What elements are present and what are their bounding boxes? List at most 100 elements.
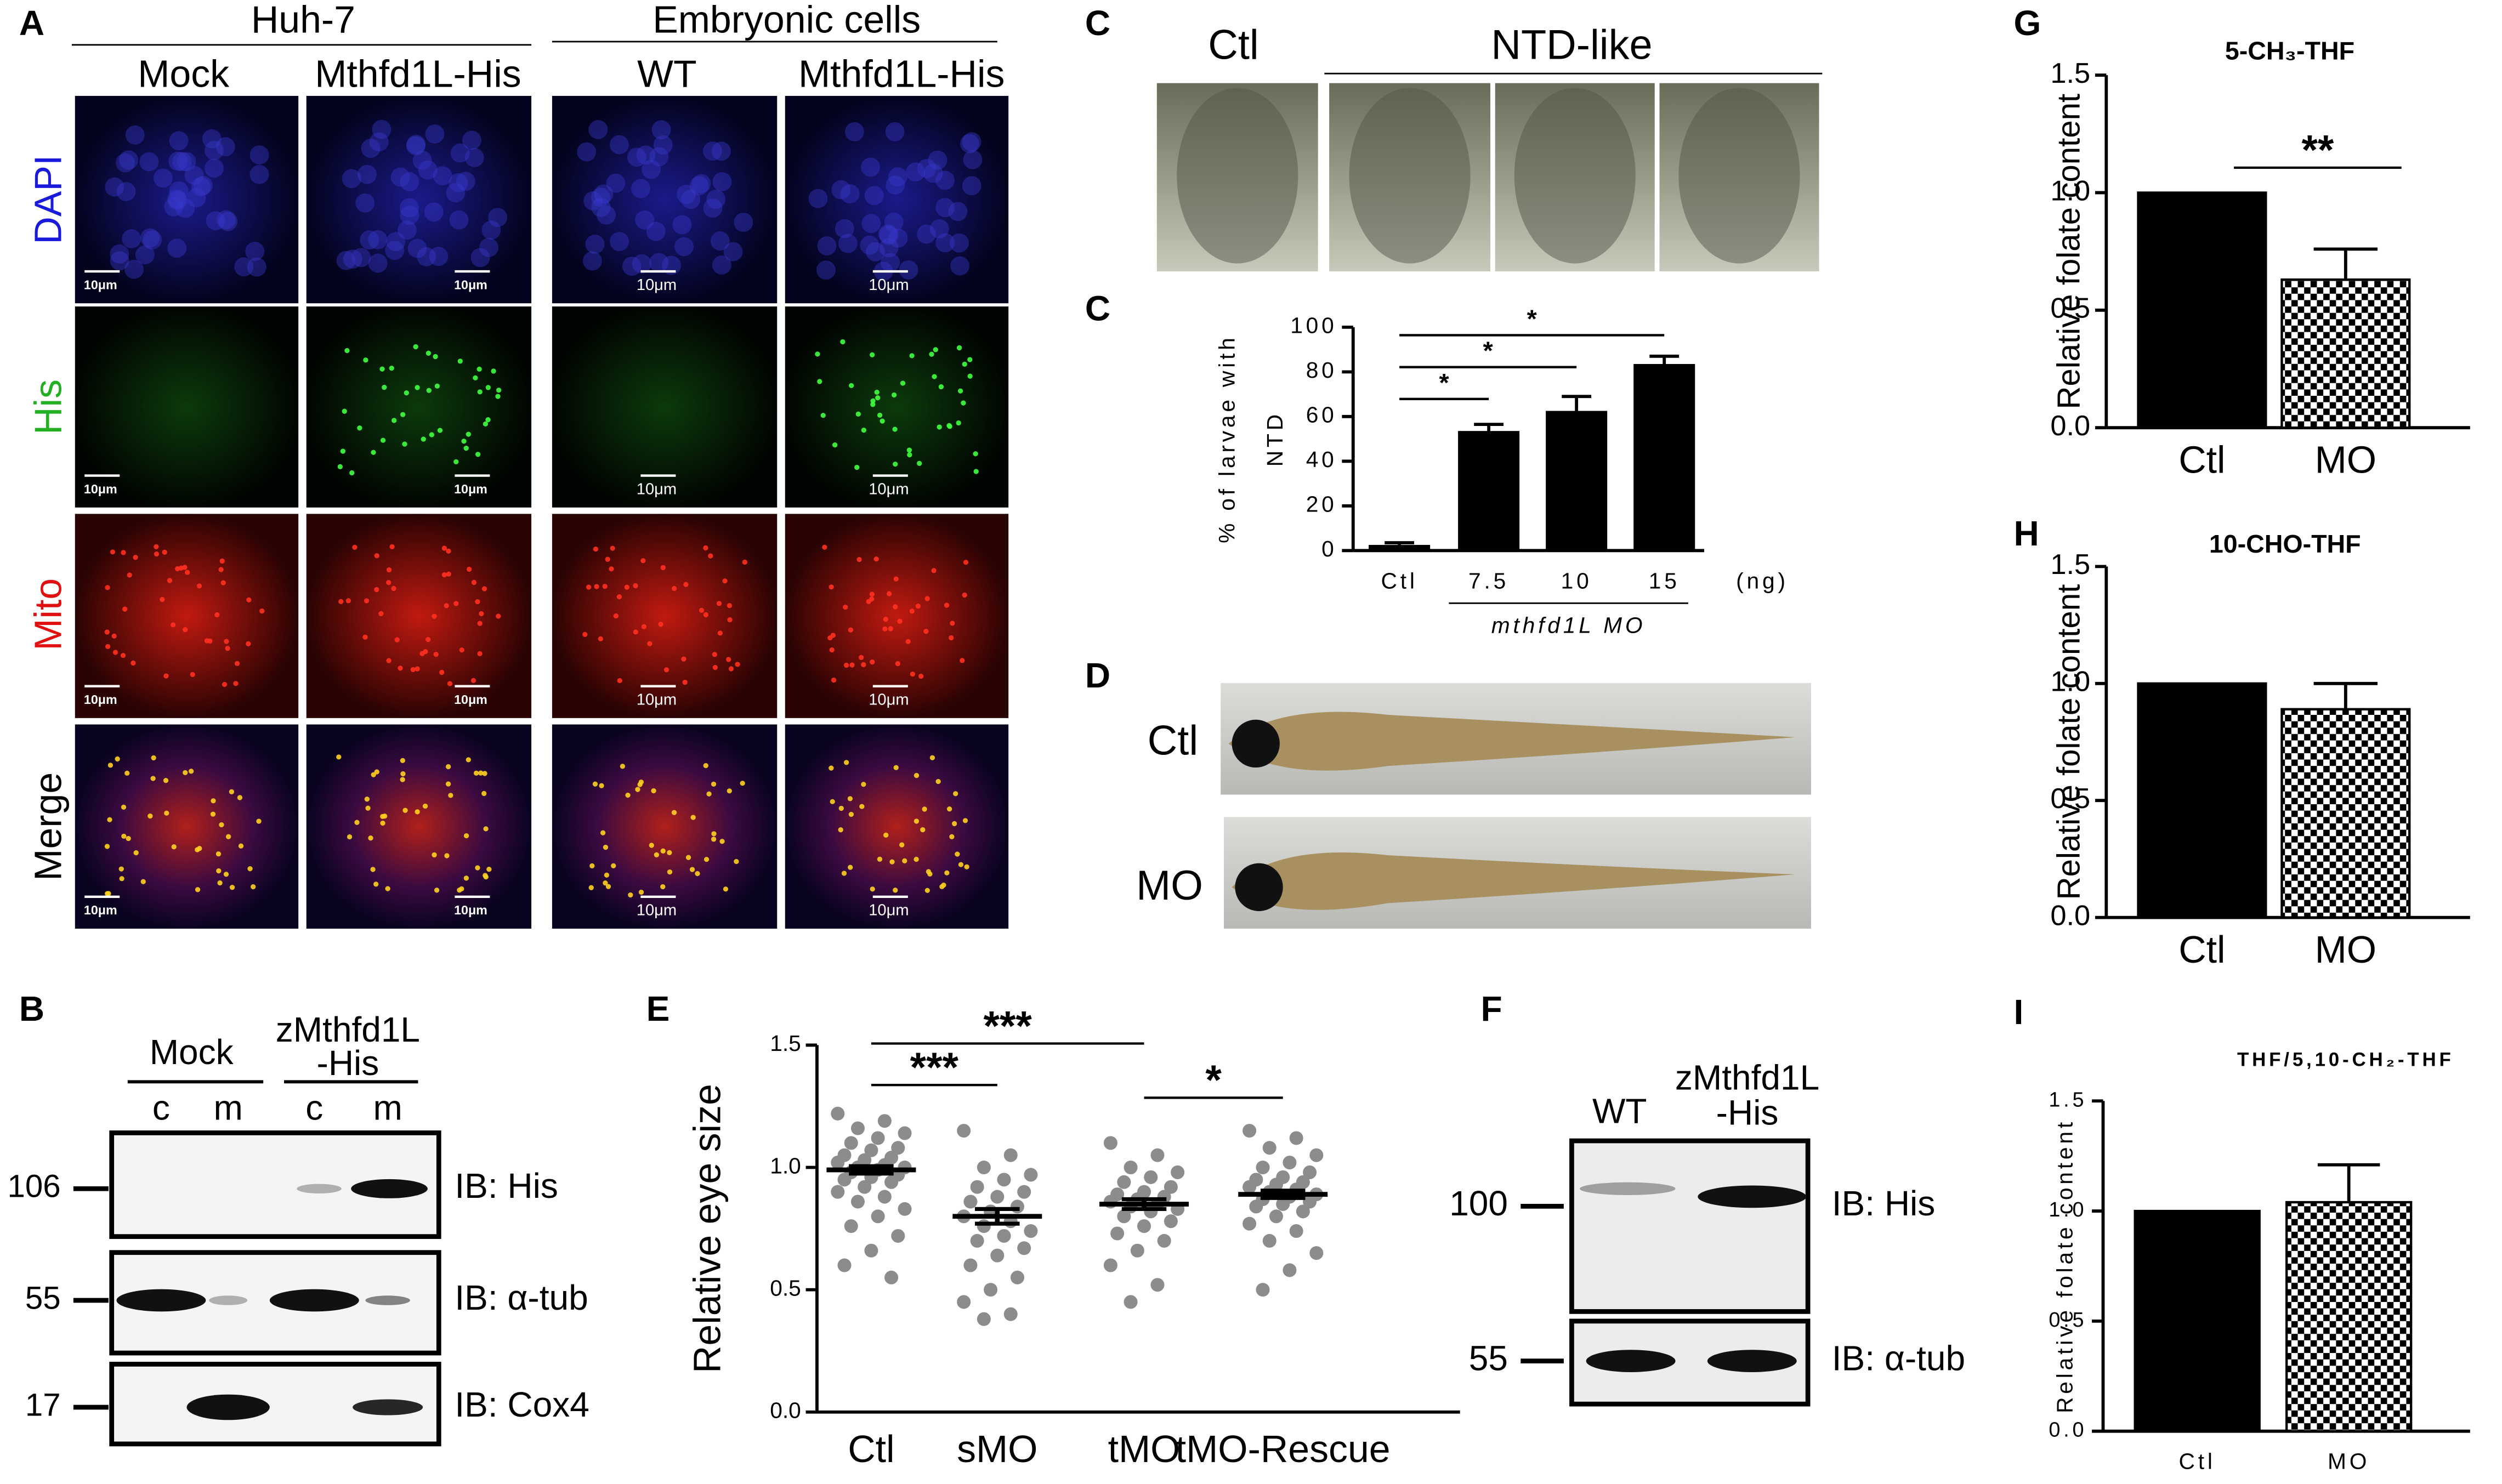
band bbox=[186, 1394, 270, 1420]
signal bbox=[223, 872, 229, 877]
label: MO bbox=[2328, 1449, 2370, 1474]
data-point bbox=[957, 1295, 971, 1309]
signal bbox=[470, 248, 490, 268]
signal bbox=[653, 135, 673, 155]
signal bbox=[184, 570, 190, 575]
label: 80 bbox=[1306, 357, 1337, 383]
signal bbox=[450, 143, 470, 163]
signal bbox=[870, 886, 875, 892]
data-point bbox=[871, 1209, 885, 1224]
bar bbox=[2137, 682, 2267, 919]
signal bbox=[712, 664, 718, 670]
signal bbox=[150, 776, 156, 781]
signal bbox=[948, 202, 968, 221]
data-point bbox=[1289, 1224, 1303, 1238]
signal bbox=[582, 251, 602, 271]
signal bbox=[391, 585, 396, 592]
data-point bbox=[1117, 1175, 1131, 1189]
signal bbox=[647, 641, 653, 646]
signal bbox=[605, 556, 610, 562]
signal bbox=[437, 428, 443, 433]
signal bbox=[249, 164, 269, 184]
signal bbox=[935, 233, 955, 253]
label: c bbox=[305, 1088, 323, 1128]
signal bbox=[861, 428, 867, 433]
signal bbox=[354, 820, 360, 825]
signal bbox=[586, 584, 592, 590]
signal bbox=[591, 187, 610, 207]
signal bbox=[406, 136, 425, 156]
signal bbox=[169, 181, 189, 201]
signal bbox=[368, 835, 373, 841]
signal bbox=[899, 842, 905, 848]
label: 10μm bbox=[84, 692, 117, 707]
signal bbox=[923, 163, 943, 183]
bar bbox=[2137, 191, 2267, 429]
signal bbox=[237, 795, 243, 800]
signal bbox=[147, 813, 153, 819]
signal bbox=[218, 212, 238, 231]
signal bbox=[394, 637, 400, 643]
label: 0.5 bbox=[2050, 783, 2090, 815]
signal bbox=[917, 224, 936, 244]
signal bbox=[956, 420, 961, 426]
signal bbox=[104, 844, 110, 849]
signal bbox=[703, 763, 708, 769]
signal bbox=[961, 400, 966, 406]
label: 0.5 bbox=[2049, 1309, 2087, 1332]
signal bbox=[849, 662, 855, 668]
micrograph bbox=[785, 514, 1009, 718]
data-point bbox=[850, 1121, 865, 1135]
label: 10μm bbox=[869, 480, 909, 498]
signal bbox=[953, 791, 958, 797]
signal bbox=[632, 254, 651, 274]
signal bbox=[855, 411, 861, 417]
signal bbox=[344, 348, 350, 354]
signal bbox=[219, 822, 224, 828]
label: 10μm bbox=[454, 903, 487, 917]
signal bbox=[482, 771, 487, 776]
signal bbox=[610, 232, 629, 252]
signal bbox=[860, 235, 880, 255]
signal bbox=[602, 583, 608, 589]
band bbox=[209, 1295, 248, 1305]
signal bbox=[167, 578, 173, 583]
signal bbox=[734, 212, 753, 232]
signal bbox=[349, 470, 355, 476]
signal bbox=[638, 889, 644, 895]
micrograph bbox=[306, 514, 532, 718]
signal bbox=[870, 659, 875, 665]
signal bbox=[963, 150, 983, 169]
signal bbox=[888, 167, 907, 187]
data-point bbox=[1283, 1263, 1297, 1277]
signal bbox=[404, 390, 409, 396]
data-point bbox=[831, 1185, 845, 1199]
signal bbox=[949, 635, 954, 641]
signal bbox=[838, 827, 843, 833]
signal bbox=[211, 798, 216, 804]
signal bbox=[338, 599, 344, 604]
signal bbox=[667, 869, 673, 875]
signal bbox=[456, 172, 475, 191]
signal bbox=[382, 384, 387, 390]
signal bbox=[716, 601, 722, 606]
signal bbox=[651, 788, 656, 794]
signal bbox=[433, 166, 452, 186]
signal bbox=[197, 846, 202, 851]
signal bbox=[496, 388, 502, 393]
signal bbox=[118, 866, 124, 872]
label: Ctl bbox=[2179, 1449, 2216, 1474]
signal bbox=[216, 868, 222, 874]
signal bbox=[620, 764, 626, 769]
label: 0.0 bbox=[2049, 1419, 2087, 1442]
label: ** bbox=[2301, 128, 2334, 174]
signal bbox=[636, 145, 656, 165]
signal bbox=[917, 460, 922, 466]
signal bbox=[950, 621, 955, 626]
data-point bbox=[837, 1173, 852, 1187]
signal bbox=[870, 398, 876, 403]
signal bbox=[491, 368, 496, 374]
signal bbox=[962, 361, 967, 367]
signal bbox=[633, 629, 638, 635]
signal bbox=[107, 817, 112, 822]
